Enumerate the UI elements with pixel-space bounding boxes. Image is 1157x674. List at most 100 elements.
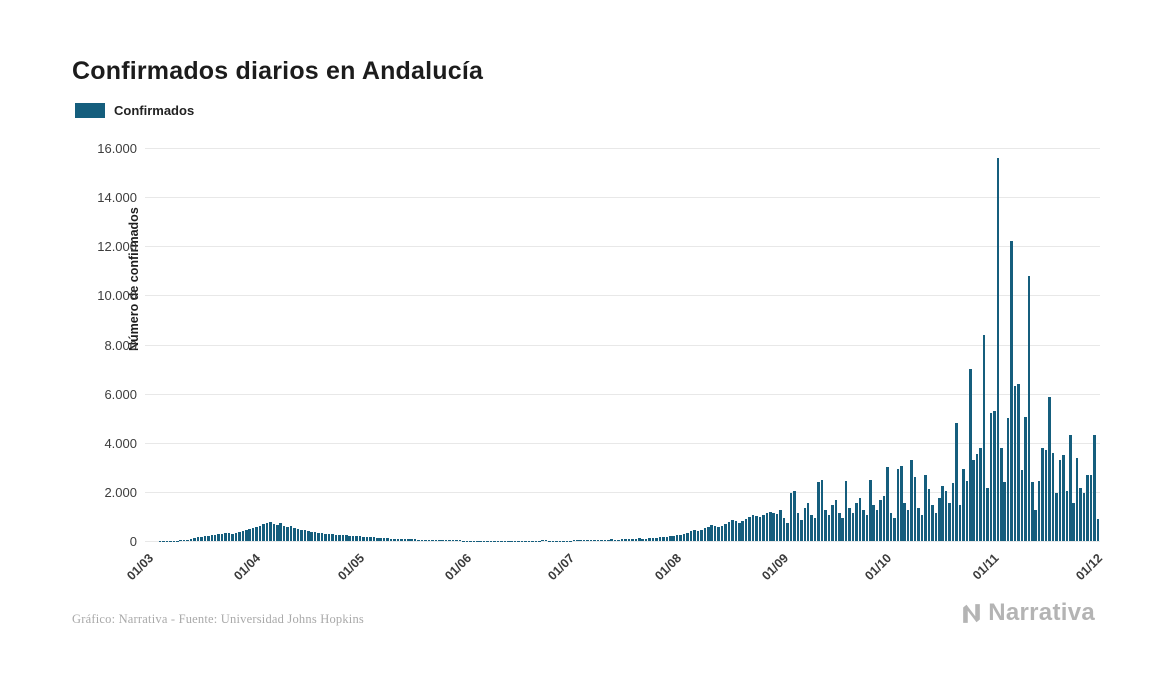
bar	[1093, 435, 1096, 541]
bar	[1082, 493, 1086, 541]
bar	[369, 537, 372, 541]
bar	[1013, 386, 1017, 541]
bar	[417, 539, 420, 541]
bar	[593, 540, 596, 541]
bar	[741, 520, 744, 541]
bar	[513, 540, 517, 541]
bar	[269, 521, 272, 541]
bar	[1079, 488, 1082, 541]
bar	[951, 483, 955, 541]
bar	[555, 540, 558, 541]
bar	[407, 539, 410, 541]
bar	[213, 534, 217, 541]
legend-label: Confirmados	[114, 103, 195, 118]
bar	[375, 537, 379, 541]
bar	[500, 540, 503, 541]
bar	[869, 479, 872, 541]
bar	[900, 466, 903, 541]
bar	[524, 540, 527, 541]
bar	[1027, 275, 1031, 541]
bar	[817, 482, 820, 541]
bar	[475, 540, 479, 541]
bar	[344, 535, 348, 541]
bar	[203, 536, 207, 541]
bar	[507, 540, 510, 541]
bar	[207, 535, 210, 541]
bar	[303, 530, 307, 541]
bar	[596, 540, 600, 541]
bar	[158, 540, 162, 541]
bar	[810, 515, 813, 541]
plot-area: 0 2.000 4.000 6.000 8.000 10.000 12.000 14.000 1…	[97, 141, 1104, 583]
bar	[300, 529, 303, 541]
bar	[562, 540, 565, 541]
gridline	[145, 148, 1100, 149]
bar	[1089, 474, 1093, 541]
bar	[227, 532, 231, 541]
bar	[286, 527, 289, 541]
bar	[724, 523, 727, 541]
bar	[600, 539, 603, 541]
bar	[775, 513, 779, 541]
x-tick-label: 01/05	[334, 551, 367, 584]
bar	[627, 539, 631, 541]
bar	[1020, 469, 1024, 541]
bar	[179, 540, 183, 541]
bar	[603, 539, 607, 541]
bar	[989, 413, 993, 541]
bar	[882, 495, 886, 541]
bar	[651, 537, 655, 541]
gridline	[145, 442, 1100, 444]
bar	[448, 540, 451, 541]
bar	[272, 523, 276, 541]
bar	[648, 538, 651, 541]
bar	[669, 536, 672, 541]
gridline	[145, 295, 1100, 297]
bar	[403, 539, 407, 541]
bar	[644, 538, 648, 541]
y-tick-label: 4.000	[104, 435, 137, 451]
bar	[393, 538, 396, 541]
bar	[979, 447, 982, 541]
bar	[572, 540, 576, 541]
bar	[441, 540, 445, 541]
bar	[1058, 459, 1062, 541]
bar	[1065, 490, 1069, 541]
bar	[1041, 447, 1044, 541]
bar	[182, 540, 186, 541]
bar	[217, 534, 220, 541]
x-tick-label: 01/06	[441, 551, 474, 584]
bar	[582, 540, 586, 541]
y-tick-label: 8.000	[104, 337, 137, 353]
bar	[1017, 383, 1020, 541]
bar	[176, 540, 179, 541]
bar	[510, 540, 513, 541]
narrativa-logo: Narrativa	[959, 599, 1095, 627]
bar	[737, 522, 741, 541]
bar	[1010, 241, 1013, 541]
bar	[189, 538, 193, 541]
bar	[379, 537, 382, 541]
bar	[906, 510, 910, 541]
bar	[1072, 502, 1075, 541]
bar	[527, 540, 531, 541]
bar	[334, 534, 338, 541]
bar	[993, 410, 996, 541]
bar	[968, 369, 972, 541]
bar	[362, 536, 365, 541]
bar	[238, 531, 241, 541]
bar	[686, 532, 689, 541]
bar	[941, 485, 944, 541]
y-tick-label: 14.000	[97, 190, 137, 206]
x-tick-label: 01/10	[862, 551, 895, 584]
bar	[996, 157, 1000, 541]
bar	[931, 505, 934, 541]
bar	[606, 539, 610, 541]
bar	[196, 537, 200, 541]
bar	[827, 515, 831, 541]
bar	[427, 539, 431, 541]
bar	[958, 505, 962, 541]
bar	[803, 507, 807, 541]
bar	[262, 524, 265, 541]
gridline	[145, 197, 1100, 199]
